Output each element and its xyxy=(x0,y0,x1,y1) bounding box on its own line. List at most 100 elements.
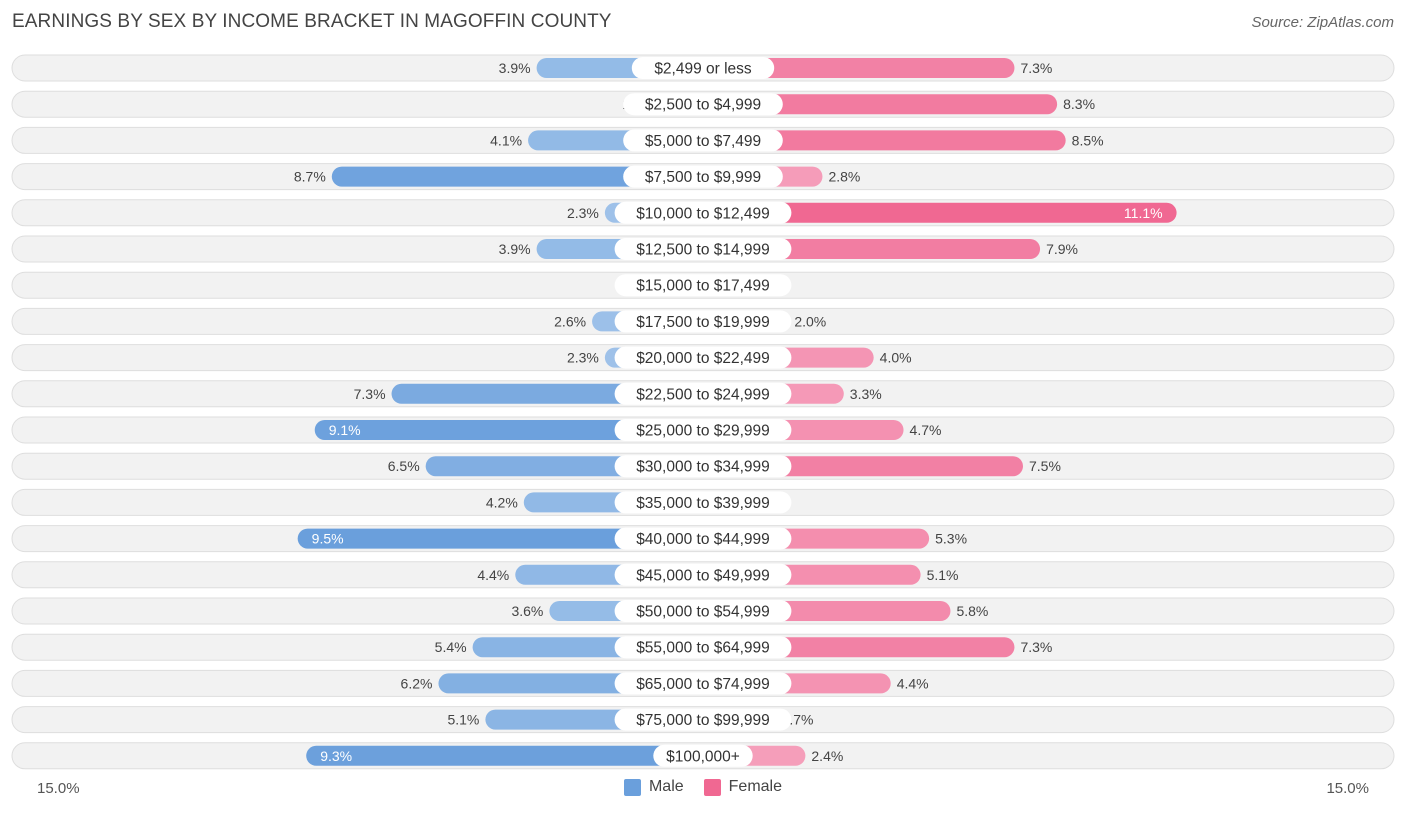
male-value-label: 9.1% xyxy=(329,422,361,438)
legend-swatch-female xyxy=(703,778,721,796)
table-row: 3.9% 7.9% $12,500 to $14,999 xyxy=(11,235,1395,263)
category-pill xyxy=(614,419,792,441)
category-pill xyxy=(614,238,792,260)
table-row: 2.3% 11.1% $10,000 to $12,499 xyxy=(11,199,1395,227)
category-pill xyxy=(623,93,783,116)
male-value-label: 3.6% xyxy=(511,603,543,619)
table-row: 6.5% 7.5% $30,000 to $34,999 xyxy=(11,452,1395,480)
female-value-label: 8.3% xyxy=(1063,96,1095,112)
category-label: $17,500 to $19,999 xyxy=(636,314,770,331)
male-bar xyxy=(306,745,703,766)
male-value-label: 2.6% xyxy=(554,313,586,329)
male-value-label: 8.7% xyxy=(294,169,326,185)
female-value-label: 8.5% xyxy=(1072,132,1104,148)
table-row: 3.6% 5.8% $50,000 to $54,999 xyxy=(11,597,1395,625)
female-value-label: 5.8% xyxy=(956,603,988,619)
category-pill xyxy=(631,57,775,79)
legend-item-male[interactable]: Male xyxy=(623,778,684,796)
category-label: $10,000 to $12,499 xyxy=(636,205,770,222)
table-row: 1.0%8.3%$2,500 to $4,999 xyxy=(11,90,1395,118)
female-value-label: 5.3% xyxy=(935,531,967,547)
female-value-label: 3.3% xyxy=(850,386,882,402)
legend-label-male: Male xyxy=(648,778,684,795)
female-value-label: 2.0% xyxy=(794,313,826,329)
category-pill xyxy=(623,165,783,188)
male-value-label: 6.2% xyxy=(401,675,433,691)
table-row: 2.6% 2.0% $17,500 to $19,999 xyxy=(11,307,1395,335)
chart-title: EARNINGS BY SEX BY INCOME BRACKET IN MAG… xyxy=(12,11,612,32)
female-value-label: 2.8% xyxy=(828,169,860,185)
table-row: 8.7% 2.8% $7,500 to $9,999 xyxy=(11,163,1395,191)
axis-min-label: 15.0% xyxy=(37,780,80,797)
male-value-label: 3.9% xyxy=(499,60,531,76)
table-row: 0.64%0.3%$15,000 to $17,499 xyxy=(11,271,1395,299)
category-pill xyxy=(614,672,792,695)
legend-swatch-male xyxy=(623,778,641,796)
category-label: $50,000 to $54,999 xyxy=(636,604,770,621)
female-value-label: 4.7% xyxy=(910,422,942,438)
category-label: $35,000 to $39,999 xyxy=(636,495,770,512)
male-bar xyxy=(331,166,703,187)
male-value-label: 5.4% xyxy=(435,639,467,655)
female-value-label: 2.4% xyxy=(811,748,843,764)
axis-max-label: 15.0% xyxy=(1326,780,1369,797)
category-pill xyxy=(614,563,792,586)
category-pill xyxy=(614,600,792,622)
male-value-label: 4.2% xyxy=(486,494,518,510)
category-pill xyxy=(614,527,792,550)
category-label: $25,000 to $29,999 xyxy=(636,423,770,440)
female-value-label: 7.9% xyxy=(1046,241,1078,257)
female-value-label: 4.0% xyxy=(880,350,912,366)
table-row: 5.1% 1.7%$75,000 to $99,999 xyxy=(11,706,1395,734)
table-row: 4.2%0.47%$35,000 to $39,999 xyxy=(11,488,1395,516)
category-pill xyxy=(614,382,792,405)
legend-item-female[interactable]: Female xyxy=(703,778,783,796)
category-pill xyxy=(614,201,792,224)
female-bar xyxy=(703,202,1177,223)
category-label: $30,000 to $34,999 xyxy=(636,459,770,476)
category-pill xyxy=(623,129,783,152)
female-value-label: 7.3% xyxy=(1020,639,1052,655)
category-label: $15,000 to $17,499 xyxy=(636,278,770,295)
category-label: $22,500 to $24,999 xyxy=(636,386,770,403)
female-bar xyxy=(703,94,1058,115)
male-value-label: 4.1% xyxy=(490,132,522,148)
category-label: $12,500 to $14,999 xyxy=(636,242,770,259)
legend: Male Female xyxy=(0,778,1406,796)
source-label: Source: ZipAtlas.com xyxy=(1251,14,1394,31)
category-pill xyxy=(653,744,753,767)
category-pill xyxy=(614,708,792,731)
female-value-label: 7.5% xyxy=(1029,458,1061,474)
male-bar xyxy=(297,528,703,549)
male-value-label: 7.3% xyxy=(354,386,386,402)
table-row: 5.4% 7.3% $55,000 to $64,999 xyxy=(11,633,1395,661)
category-pill xyxy=(614,491,792,514)
category-label: $100,000+ xyxy=(666,748,740,765)
category-label: $45,000 to $49,999 xyxy=(636,567,770,584)
male-value-label: 5.1% xyxy=(447,712,479,728)
table-row: 4.4% 5.1% $45,000 to $49,999 xyxy=(11,561,1395,589)
table-row: 3.9% 7.3% $2,499 or less xyxy=(11,54,1395,82)
table-row: 6.2% 4.4% $65,000 to $74,999 xyxy=(11,669,1395,697)
table-row: 2.3% 4.0% $20,000 to $22,499 xyxy=(11,344,1395,372)
table-row: 9.5% 5.3% $40,000 to $44,999 xyxy=(11,525,1395,553)
female-bar xyxy=(703,58,1015,78)
male-value-label: 9.3% xyxy=(320,748,352,764)
female-value-label: 11.1% xyxy=(1124,205,1163,221)
category-label: $75,000 to $99,999 xyxy=(636,712,770,729)
category-label: $2,500 to $4,999 xyxy=(645,97,761,114)
female-bar xyxy=(703,130,1066,151)
male-value-label: 6.5% xyxy=(388,458,420,474)
category-pill xyxy=(614,274,792,297)
legend-label-female: Female xyxy=(728,778,783,795)
table-row: 9.3% 2.4% $100,000+ xyxy=(11,742,1395,770)
category-pill xyxy=(614,455,792,478)
male-value-label: 2.3% xyxy=(567,350,599,366)
male-bar xyxy=(314,420,703,440)
male-value-label: 4.4% xyxy=(477,567,509,583)
female-value-label: 4.4% xyxy=(897,675,929,691)
category-pill xyxy=(614,310,792,333)
category-label: $5,000 to $7,499 xyxy=(645,133,761,150)
male-value-label: 9.5% xyxy=(312,531,344,547)
